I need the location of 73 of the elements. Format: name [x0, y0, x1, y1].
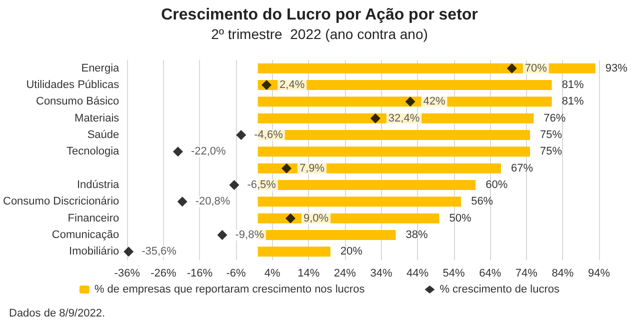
x-tick-label: -16% — [186, 268, 213, 280]
data-label: -4,6% — [254, 129, 284, 141]
y-tick-label: Imobiliário — [69, 246, 120, 258]
data-label: 56% — [471, 196, 494, 208]
x-tick-label: -6% — [226, 268, 246, 280]
point — [281, 163, 292, 174]
data-label: 60% — [486, 179, 508, 191]
data-label: 81% — [562, 96, 584, 108]
bar — [258, 196, 462, 207]
data-label: 32,4% — [388, 112, 420, 124]
data-label: 70% — [524, 62, 548, 74]
bar — [258, 246, 330, 257]
chart-subtitle: 2º trimestre 2022 (ano contra ano) — [211, 26, 428, 42]
data-label: 93% — [605, 62, 628, 74]
y-tick-label: Consumo Básico — [36, 96, 120, 108]
x-tick-label: 54% — [442, 268, 466, 280]
y-tick-label: Utilidades Públicas — [26, 79, 120, 91]
y-tick-label: Materiais — [74, 112, 120, 124]
data-label: 76% — [544, 112, 566, 124]
bar — [258, 163, 501, 174]
y-tick-label: Comunicação — [52, 229, 120, 241]
x-tick-label: 84% — [552, 268, 574, 280]
bar — [258, 96, 552, 107]
y-tick-label: Energia — [81, 62, 120, 74]
x-tick-label: 4% — [264, 268, 280, 280]
data-label: 50% — [449, 212, 472, 224]
x-tick-label: 24% — [334, 268, 356, 280]
chart-title: Crescimento do Lucro por Ação por setor — [161, 6, 478, 24]
data-label: -20,8% — [195, 196, 230, 208]
y-tick-label: Saúde — [87, 129, 120, 141]
data-label: -35,6% — [142, 246, 177, 258]
y-tick-label: Tecnologia — [66, 146, 120, 158]
data-label: 7,9% — [299, 162, 325, 174]
point — [262, 80, 272, 90]
data-label: 9,0% — [303, 212, 329, 224]
x-tick-label: 14% — [298, 268, 320, 280]
x-tick-label: 44% — [406, 268, 429, 280]
x-tick-label: -26% — [150, 268, 176, 280]
legend-label: % crescimento de lucros — [440, 284, 560, 296]
point — [229, 180, 240, 190]
bar — [258, 80, 552, 90]
data-label: 38% — [406, 229, 428, 241]
point — [236, 130, 246, 140]
data-label: 75% — [540, 129, 562, 141]
data-label: -6,5% — [247, 179, 276, 191]
point — [370, 113, 380, 124]
x-tick-label: -36% — [114, 268, 140, 280]
point — [124, 246, 134, 257]
data-label: 67% — [511, 162, 534, 174]
bar — [258, 146, 530, 157]
y-tick-label: Consumo Discricionário — [2, 196, 120, 208]
point — [285, 213, 296, 224]
data-label: 81% — [562, 79, 584, 91]
text: Dados de 8/9/2022. — [9, 308, 106, 320]
point — [172, 146, 183, 157]
x-tick-label: 94% — [588, 268, 610, 280]
data-label: -22,0% — [190, 146, 226, 158]
y-tick-label: Financeiro — [68, 212, 120, 224]
x-tick-label: 34% — [370, 268, 392, 280]
data-label: 20% — [340, 246, 363, 258]
data-label: 2,4% — [280, 79, 305, 91]
data-label: 42% — [423, 96, 446, 108]
y-tick-label: Indústria — [76, 179, 120, 191]
x-tick-label: 74% — [515, 268, 538, 280]
point — [506, 63, 517, 74]
data-label: 75% — [540, 146, 562, 158]
point — [177, 196, 188, 207]
bar — [258, 63, 596, 74]
point — [405, 96, 416, 107]
x-tick-label: 64% — [479, 268, 502, 280]
data-label: -9,8% — [235, 229, 264, 241]
point — [217, 230, 228, 240]
legend-label: % de empresas que reportaram crescimento nos lucros — [94, 284, 366, 296]
